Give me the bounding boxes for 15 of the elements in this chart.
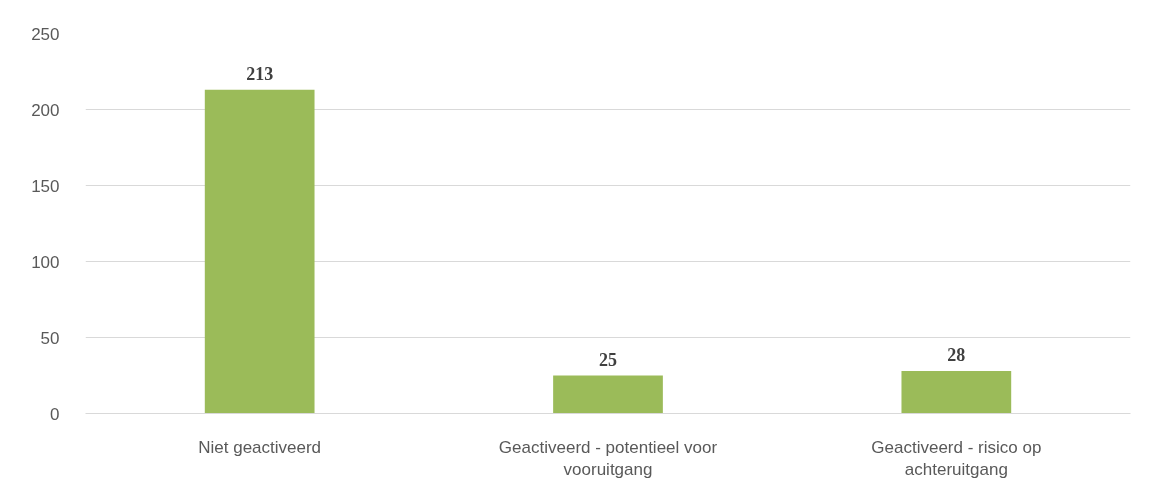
y-tick-label: 0 [50,404,60,424]
x-tick-label: Geactiveerd - risico op achteruitgang [871,437,1042,480]
x-tick-label: Geactiveerd - potentieel voor vooruitgang [498,437,718,480]
bar [553,375,663,414]
bar [901,370,1012,414]
y-tick-label: 200 [31,100,60,120]
data-label: 25 [599,349,617,370]
bar [204,89,315,414]
y-tick-label: 250 [31,24,60,44]
data-label: 213 [246,63,274,84]
y-tick-label: 150 [31,176,60,196]
data-label: 28 [947,344,966,365]
x-tick-label: Niet geactiveerd [198,437,322,457]
y-tick-label: 100 [31,252,60,272]
y-tick-label: 50 [40,328,60,348]
